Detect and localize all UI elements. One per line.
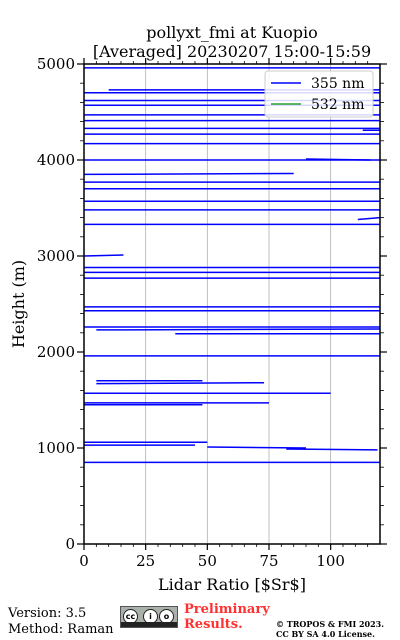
- y-tick-label: 0: [65, 535, 75, 553]
- preliminary-line-1: Preliminary: [184, 602, 270, 617]
- y-tick-label: 3000: [37, 247, 75, 265]
- y-tick-label: 1000: [37, 439, 75, 457]
- copyright-line-1: © TROPOS & FMI 2023.: [276, 619, 385, 629]
- series-0-segment: [357, 216, 381, 221]
- series-0-segment: [96, 328, 381, 331]
- legend-label-532: 532 nm: [311, 97, 364, 113]
- copyright-line-2: CC BY SA 4.0 License.: [276, 629, 375, 639]
- series-0-segment: [83, 172, 294, 176]
- series-0-segment: [286, 448, 378, 451]
- x-tick-label: 0: [79, 552, 89, 570]
- x-axis-label: Lidar Ratio [$Sr$]: [158, 575, 306, 594]
- cc-by-sa-icon: cc i o: [120, 606, 178, 628]
- plot-frame: [83, 63, 381, 545]
- x-tick-label: 50: [198, 552, 217, 570]
- chart-subtitle: [Averaged] 20230207 15:00-15:59: [93, 42, 371, 61]
- chart-title: pollyxt_fmi at Kuopio: [146, 23, 317, 42]
- x-gridlines: [145, 64, 332, 544]
- copyright-notice: © TROPOS & FMI 2023. CC BY SA 4.0 Licens…: [276, 619, 384, 639]
- series-0-segment: [83, 254, 124, 257]
- sa-circle-icon: o: [159, 609, 174, 624]
- method-label: Method: Raman: [8, 622, 114, 637]
- preliminary-notice: Preliminary Results.: [184, 602, 270, 632]
- series-0-segment: [207, 446, 307, 449]
- legend: 355 nm 532 nm: [264, 70, 374, 118]
- cc-badge-bar: [121, 622, 177, 627]
- data-series: [83, 67, 381, 464]
- y-axis-label: Height (m): [9, 260, 28, 348]
- y-tick-label: 2000: [37, 343, 75, 361]
- legend-label-355: 355 nm: [311, 76, 364, 92]
- version-label: Version: 3.5: [8, 606, 87, 621]
- series-0-segment: [96, 381, 265, 385]
- lidar-ratio-figure: pollyxt_fmi at Kuopio [Averaged] 2023020…: [9, 23, 387, 594]
- preliminary-line-2: Results.: [184, 617, 243, 632]
- x-tick-label: 25: [136, 552, 155, 570]
- x-tick-label: 75: [259, 552, 278, 570]
- y-tick-label: 4000: [37, 151, 75, 169]
- y-tick-label: 5000: [37, 55, 75, 73]
- x-tick-label: 100: [316, 552, 345, 570]
